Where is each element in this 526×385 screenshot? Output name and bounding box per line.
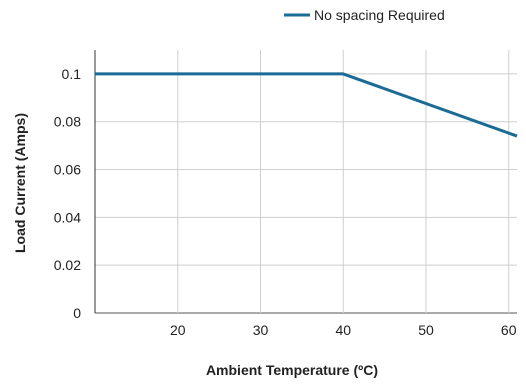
x-tick-label: 50 bbox=[418, 322, 434, 338]
x-tick-label: 30 bbox=[253, 322, 269, 338]
y-tick-label: 0.02 bbox=[54, 257, 81, 273]
y-tick-label: 0.08 bbox=[54, 114, 81, 130]
legend-label: No spacing Required bbox=[314, 7, 445, 23]
y-tick-label: 0 bbox=[73, 305, 81, 321]
y-axis-title: Load Current (Amps) bbox=[12, 113, 28, 253]
series-line bbox=[95, 72, 518, 138]
y-tick-labels: 0 0.02 0.04 0.06 0.08 0.1 bbox=[54, 66, 81, 321]
y-tick-label: 0.1 bbox=[62, 66, 82, 82]
y-tick-label: 0.04 bbox=[54, 209, 81, 225]
series-layer bbox=[95, 72, 518, 138]
x-tick-labels: 20 30 40 50 60 bbox=[170, 322, 517, 338]
x-tick-label: 40 bbox=[335, 322, 351, 338]
x-tick-label: 60 bbox=[501, 322, 517, 338]
grid bbox=[95, 50, 517, 314]
y-tick-label: 0.06 bbox=[54, 162, 81, 178]
x-tick-label: 20 bbox=[170, 322, 186, 338]
x-axis-title: Ambient Temperature (ºC) bbox=[206, 362, 378, 378]
legend: No spacing Required bbox=[284, 7, 445, 23]
